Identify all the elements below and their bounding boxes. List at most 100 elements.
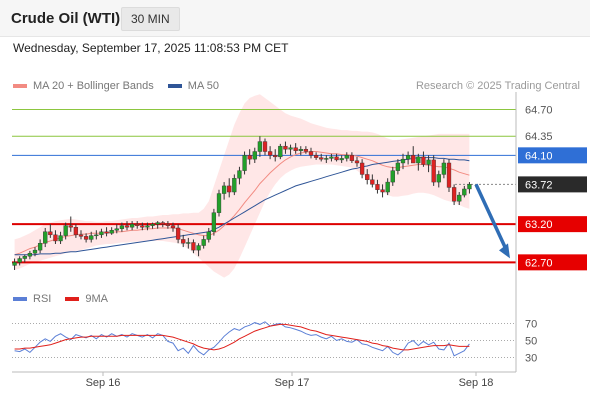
- candle-body: [43, 231, 48, 244]
- candle-body: [175, 227, 181, 240]
- legend-swatch-rsi: [13, 297, 27, 301]
- candle-body: [94, 234, 99, 237]
- candle-body: [365, 174, 370, 180]
- candle-body: [359, 162, 365, 175]
- candle-body: [232, 178, 237, 193]
- candle-body: [400, 158, 406, 164]
- candle-body: [344, 155, 349, 159]
- rsi-tick-label-70: 70: [525, 319, 537, 331]
- rsi-legend: RSI 9MA: [13, 293, 122, 305]
- candle-body: [196, 245, 201, 251]
- rsi-tick-label-50: 50: [525, 336, 537, 348]
- candle-body: [319, 157, 324, 160]
- candle-body: [262, 141, 268, 152]
- candle-body: [201, 239, 206, 246]
- level-label-box-62-70: [518, 254, 587, 271]
- candle-body: [267, 151, 273, 156]
- credit-text: Research © 2025 Trading Central: [415, 80, 580, 92]
- legend-label-rsi: RSI: [33, 293, 52, 305]
- forecast-arrow-shaft: [474, 183, 509, 253]
- timeframe-button[interactable]: 30 MIN: [121, 7, 180, 31]
- candle-body: [451, 187, 457, 202]
- legend-item-ma20: MA 20 + Bollinger Bands: [13, 80, 154, 92]
- candle-body: [73, 226, 79, 236]
- candle-body: [247, 155, 252, 160]
- x-tick-label: Sep 16: [86, 377, 121, 389]
- candle-body: [431, 159, 436, 183]
- legend-swatch-ma20: [13, 84, 27, 88]
- candle-body: [354, 160, 360, 164]
- candle-body: [48, 231, 53, 236]
- candle-body: [206, 231, 211, 240]
- candle-body: [124, 225, 130, 228]
- candle-body: [114, 228, 119, 231]
- candle-body: [298, 149, 303, 151]
- candle-body: [242, 155, 247, 171]
- candle-body: [273, 155, 278, 158]
- legend-item-rsi: RSI: [13, 293, 51, 305]
- candle-body: [32, 249, 38, 254]
- candle-body: [119, 225, 125, 229]
- datetime-text: Wednesday, September 17, 2025 11:08:53 P…: [13, 41, 289, 55]
- candle-body: [380, 189, 385, 193]
- candle-body: [129, 223, 135, 228]
- instrument-title: Crude Oil (WTI): [11, 10, 121, 27]
- candle-body: [411, 155, 416, 164]
- candle-body: [324, 158, 329, 160]
- rsi-9ma-line: [14, 323, 470, 351]
- level-label-box-63-72: [518, 176, 587, 193]
- candle-body: [349, 155, 355, 161]
- legend-label-ma50: MA 50: [187, 80, 219, 92]
- candle-body: [53, 234, 58, 242]
- legend-label-ma20: MA 20 + Bollinger Bands: [33, 80, 154, 92]
- candle-body: [283, 145, 288, 150]
- candle-body: [237, 170, 242, 179]
- candle-body: [109, 230, 114, 234]
- legend-item-9ma: 9MA: [65, 293, 108, 305]
- candle-body: [288, 147, 293, 150]
- candle-body: [89, 235, 94, 240]
- candle-body: [313, 155, 319, 158]
- candle-body: [227, 185, 232, 193]
- candle-body: [27, 252, 33, 257]
- candle-body: [436, 174, 441, 183]
- candle-body: [22, 256, 27, 259]
- legend-swatch-ma50: [167, 84, 182, 88]
- ma50-line: [14, 157, 470, 256]
- header-bar: Crude Oil (WTI) 30 MIN: [0, 0, 590, 37]
- candle-body: [462, 188, 467, 196]
- x-tick-label: Sep 18: [459, 377, 494, 389]
- candle-body: [186, 242, 191, 244]
- candle-body: [63, 225, 68, 236]
- candle-body: [446, 162, 452, 188]
- candle-body: [303, 149, 309, 152]
- candle-body: [370, 179, 375, 185]
- candle-body: [339, 158, 344, 161]
- candles-group: [12, 136, 472, 270]
- ma20-line: [14, 151, 470, 256]
- candle-body: [160, 222, 165, 225]
- candle-body: [140, 225, 145, 228]
- candle-body: [390, 170, 395, 183]
- candle-body: [211, 212, 217, 232]
- level-label-64-35: 64.35: [525, 131, 553, 143]
- candle-body: [17, 258, 22, 263]
- candle-body: [165, 223, 171, 226]
- main-legend: MA 20 + Bollinger Bands MA 50: [13, 80, 233, 92]
- candle-body: [78, 234, 84, 237]
- level-label-62-70: 62.70: [525, 257, 553, 269]
- legend-label-9ma: 9MA: [85, 293, 108, 305]
- legend-swatch-9ma: [65, 297, 80, 301]
- candle-body: [293, 147, 298, 151]
- rsi-line: [14, 321, 470, 357]
- candle-body: [99, 231, 104, 236]
- candle-body: [150, 223, 155, 226]
- level-label-box-64-10: [518, 147, 587, 164]
- candle-body: [416, 156, 421, 164]
- candle-body: [441, 162, 447, 175]
- forecast-arrow-head: [499, 243, 510, 259]
- candle-body: [58, 235, 63, 242]
- candle-body: [257, 141, 263, 152]
- level-label-64-70: 64.70: [525, 104, 553, 116]
